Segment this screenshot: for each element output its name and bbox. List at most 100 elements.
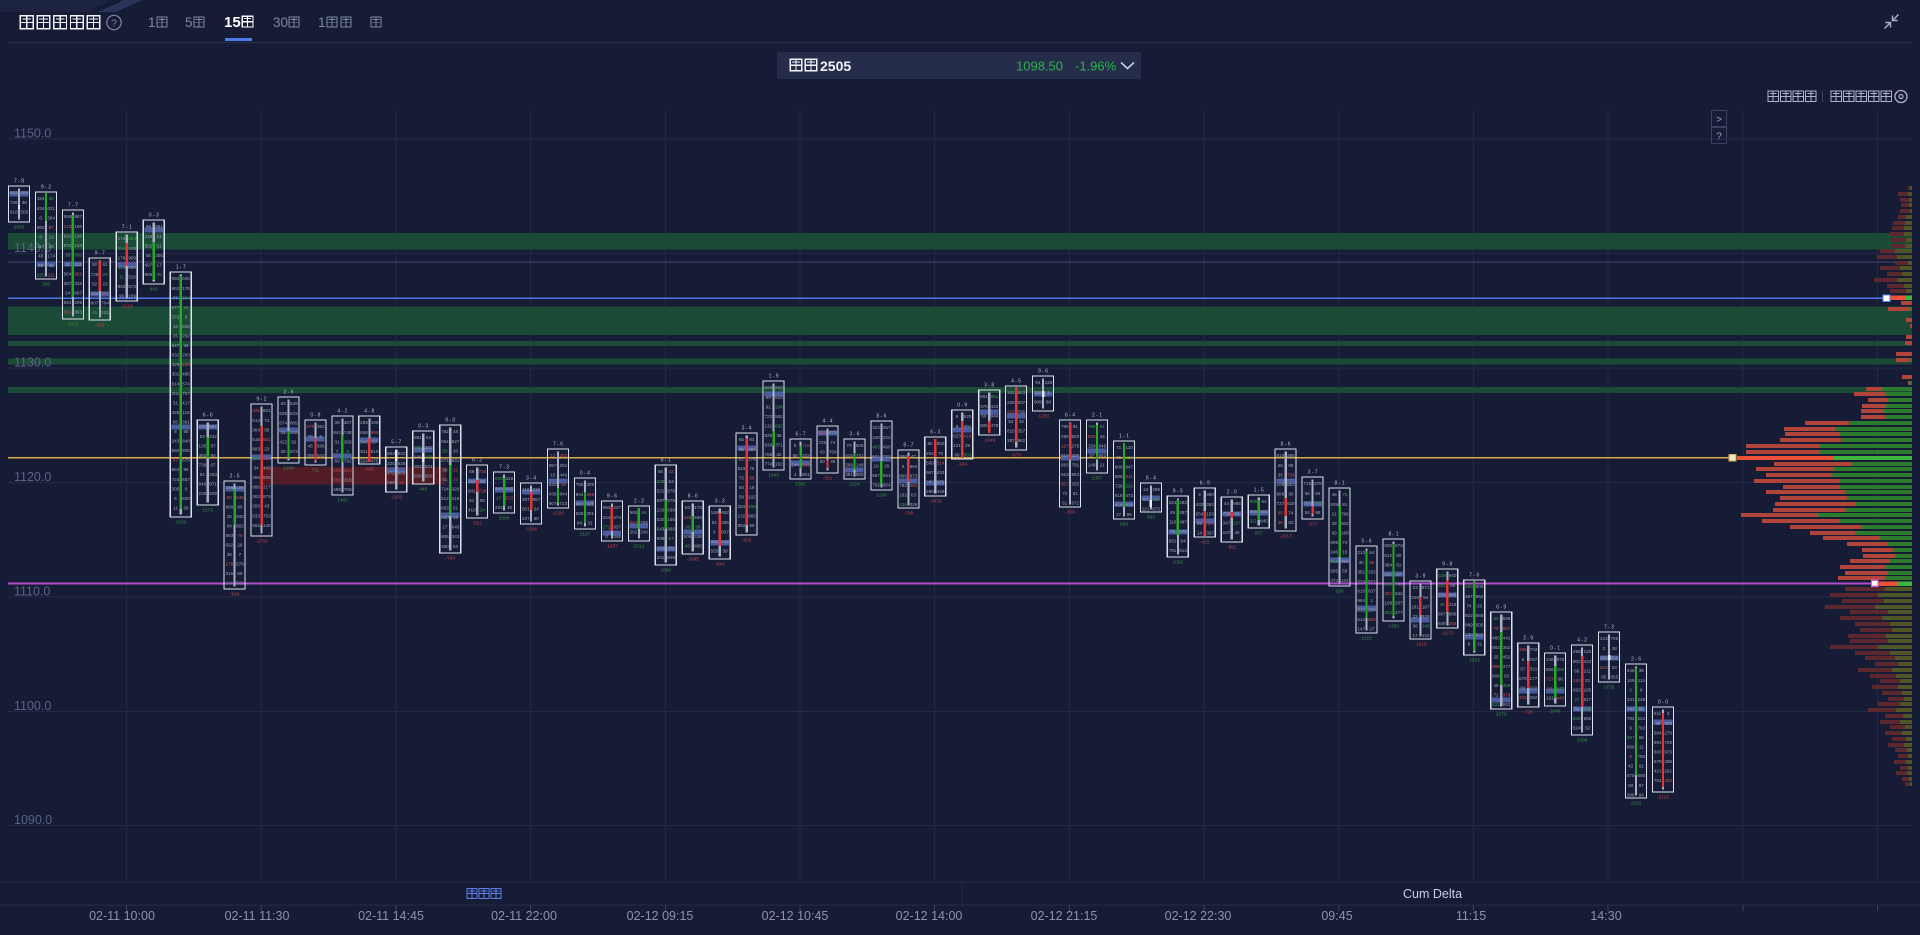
svg-text:11: 11	[173, 505, 178, 510]
svg-text:74: 74	[830, 440, 836, 445]
svg-text:74: 74	[1288, 511, 1294, 516]
svg-text:63: 63	[669, 479, 675, 484]
svg-text:21: 21	[157, 234, 163, 239]
svg-text:56: 56	[173, 420, 179, 425]
svg-text:9 - 7: 9 - 7	[95, 251, 105, 257]
svg-text:2 - 6: 2 - 6	[1631, 657, 1641, 663]
svg-text:322: 322	[872, 425, 880, 430]
svg-text:199: 199	[371, 420, 379, 425]
svg-text:318: 318	[344, 478, 352, 483]
svg-text:417: 417	[182, 400, 190, 405]
svg-text:226: 226	[684, 515, 692, 520]
svg-text:89: 89	[237, 571, 243, 576]
svg-text:643: 643	[738, 466, 746, 471]
svg-text:200: 200	[252, 504, 260, 509]
svg-text:926: 926	[414, 473, 422, 478]
svg-text:4 - 8: 4 - 8	[364, 409, 374, 415]
svg-text:707: 707	[1314, 500, 1322, 505]
svg-text:973: 973	[1664, 749, 1672, 754]
svg-text:606: 606	[1476, 584, 1484, 589]
svg-text:5: 5	[794, 443, 797, 448]
svg-text:114: 114	[118, 265, 126, 270]
svg-text:729: 729	[91, 272, 99, 277]
svg-text:449: 449	[559, 472, 567, 477]
svg-text:84: 84	[577, 520, 583, 525]
svg-text:625: 625	[586, 501, 594, 506]
svg-text:30: 30	[273, 15, 288, 30]
svg-text:2107: 2107	[580, 532, 591, 538]
svg-text:957: 957	[549, 463, 557, 468]
svg-text:287: 287	[1627, 735, 1635, 740]
svg-text:199: 199	[425, 454, 433, 459]
svg-text:351: 351	[1357, 569, 1365, 574]
svg-text:395: 395	[1664, 759, 1672, 764]
svg-text:468: 468	[748, 504, 756, 509]
svg-text:609: 609	[263, 475, 271, 480]
svg-text:51: 51	[453, 506, 459, 511]
svg-text:860: 860	[937, 441, 945, 446]
svg-text:520: 520	[1476, 632, 1484, 637]
svg-text:1573: 1573	[202, 508, 213, 514]
svg-text:558: 558	[333, 478, 341, 483]
svg-text:220: 220	[37, 273, 45, 278]
svg-text:30: 30	[49, 196, 55, 201]
svg-text:725: 725	[818, 440, 826, 445]
svg-text:984: 984	[1357, 598, 1365, 603]
svg-text:472: 472	[387, 470, 395, 475]
svg-text:206: 206	[74, 300, 82, 305]
svg-text:621: 621	[1492, 702, 1500, 707]
svg-text:871: 871	[1422, 585, 1430, 590]
svg-text:618: 618	[1287, 501, 1295, 506]
svg-text:68: 68	[1154, 497, 1160, 502]
svg-text:272: 272	[603, 524, 611, 529]
svg-text:605: 605	[182, 276, 190, 281]
svg-text:34: 34	[183, 343, 189, 348]
svg-text:500: 500	[926, 460, 934, 465]
svg-text:415: 415	[845, 453, 853, 458]
svg-text:810: 810	[371, 449, 379, 454]
svg-text:795: 795	[1061, 424, 1069, 429]
svg-text:-1849: -1849	[983, 438, 996, 444]
svg-text:351: 351	[317, 424, 325, 429]
svg-text:91: 91	[1073, 424, 1079, 429]
svg-text:684: 684	[182, 295, 190, 300]
svg-text:347: 347	[1223, 520, 1231, 525]
svg-text:4: 4	[1198, 492, 1201, 497]
svg-text:715: 715	[802, 443, 810, 448]
svg-text:449: 449	[128, 246, 136, 251]
svg-text:220: 220	[657, 507, 665, 512]
svg-text:-826: -826	[742, 538, 752, 544]
svg-text:97: 97	[1639, 783, 1645, 788]
svg-text:53: 53	[1261, 499, 1267, 504]
svg-text:4: 4	[794, 472, 797, 477]
svg-text:385: 385	[1287, 453, 1295, 458]
svg-text:80: 80	[1288, 491, 1294, 496]
svg-text:25: 25	[173, 334, 179, 339]
svg-text:?: ?	[1716, 132, 1722, 143]
svg-text:66: 66	[658, 469, 664, 474]
svg-text:0 - 0: 0 - 0	[1658, 700, 1668, 706]
svg-text:31: 31	[588, 520, 594, 525]
svg-text:179: 179	[118, 255, 126, 260]
svg-text:696: 696	[128, 265, 136, 270]
svg-text:146: 146	[263, 523, 271, 528]
svg-text:922: 922	[64, 233, 72, 238]
svg-text:288: 288	[360, 420, 368, 425]
svg-text:674: 674	[279, 420, 287, 425]
svg-text:31: 31	[281, 430, 287, 435]
svg-text:613: 613	[1179, 548, 1187, 553]
svg-text:570: 570	[1627, 773, 1635, 778]
svg-text:02-11 22:00: 02-11 22:00	[491, 909, 557, 923]
svg-text:397: 397	[522, 497, 530, 502]
svg-text:2357: 2357	[1092, 476, 1103, 482]
svg-text:72: 72	[1062, 491, 1068, 496]
svg-text:20: 20	[1477, 603, 1483, 608]
svg-text:271: 271	[441, 458, 449, 463]
svg-text:60: 60	[1628, 783, 1634, 788]
svg-text:908: 908	[225, 504, 233, 509]
svg-text:670: 670	[1557, 686, 1565, 691]
svg-text:38: 38	[685, 524, 691, 529]
svg-text:160: 160	[711, 510, 719, 515]
svg-text:920: 920	[182, 496, 190, 501]
svg-text:99: 99	[749, 523, 755, 528]
